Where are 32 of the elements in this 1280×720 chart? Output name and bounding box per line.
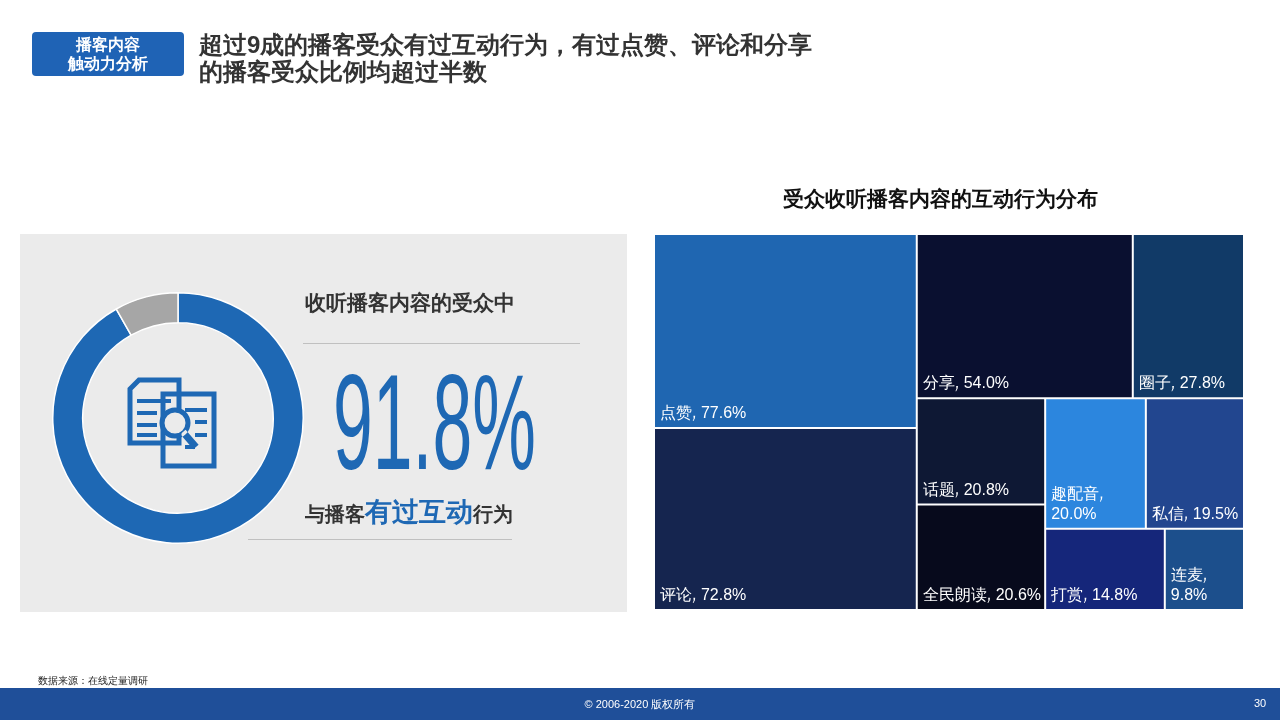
data-label: 19.5% — [1192, 504, 1239, 522]
data-label: 20.6% — [995, 586, 1042, 603]
category-label: 趣配音 — [1051, 484, 1100, 502]
text: 播客内容 — [74, 35, 141, 54]
text: © 2006-2020 版权所有 — [584, 698, 696, 710]
data-label: 14.8% — [1092, 586, 1138, 603]
text: 有过互动 — [365, 497, 473, 527]
data-label: 20.0% — [1051, 504, 1097, 522]
category-label: 全民朗读 — [922, 586, 987, 603]
data-label: 9.8% — [1170, 586, 1208, 603]
category-label: 话题 — [922, 480, 955, 498]
text: 触动力分析 — [66, 54, 149, 73]
category-label: 连麦 — [1170, 566, 1203, 583]
category-label: 圈子 — [1138, 374, 1171, 392]
text: 与播客 — [305, 503, 365, 525]
category-label: 评论 — [660, 586, 692, 603]
data-label: 54.0% — [963, 374, 1010, 392]
chart-title: 收听播客内容的受众中 — [305, 290, 515, 316]
data-label: 27.8% — [1179, 374, 1226, 392]
category-label: 分享 — [922, 374, 955, 392]
category-label: 私信 — [1151, 504, 1184, 522]
text: 30 — [1254, 697, 1267, 709]
category-label: 点赞 — [660, 404, 692, 421]
data-label: 20.8% — [963, 480, 1010, 498]
source-note: 数据来源：在线定量调研 — [38, 674, 148, 688]
data-label: 91.8% — [333, 347, 536, 498]
text: 超过9成的播客受众有过互动行为，有过点赞、评论和分享的播客受众比例均超过半数 — [199, 31, 814, 85]
data-label: 72.8% — [700, 586, 747, 603]
text: 受众收听播客内容的互动行为分布 — [781, 186, 1099, 212]
data-label: 77.6% — [700, 404, 747, 421]
category-label: 打赏 — [1050, 586, 1084, 603]
text: 行为 — [473, 503, 513, 525]
